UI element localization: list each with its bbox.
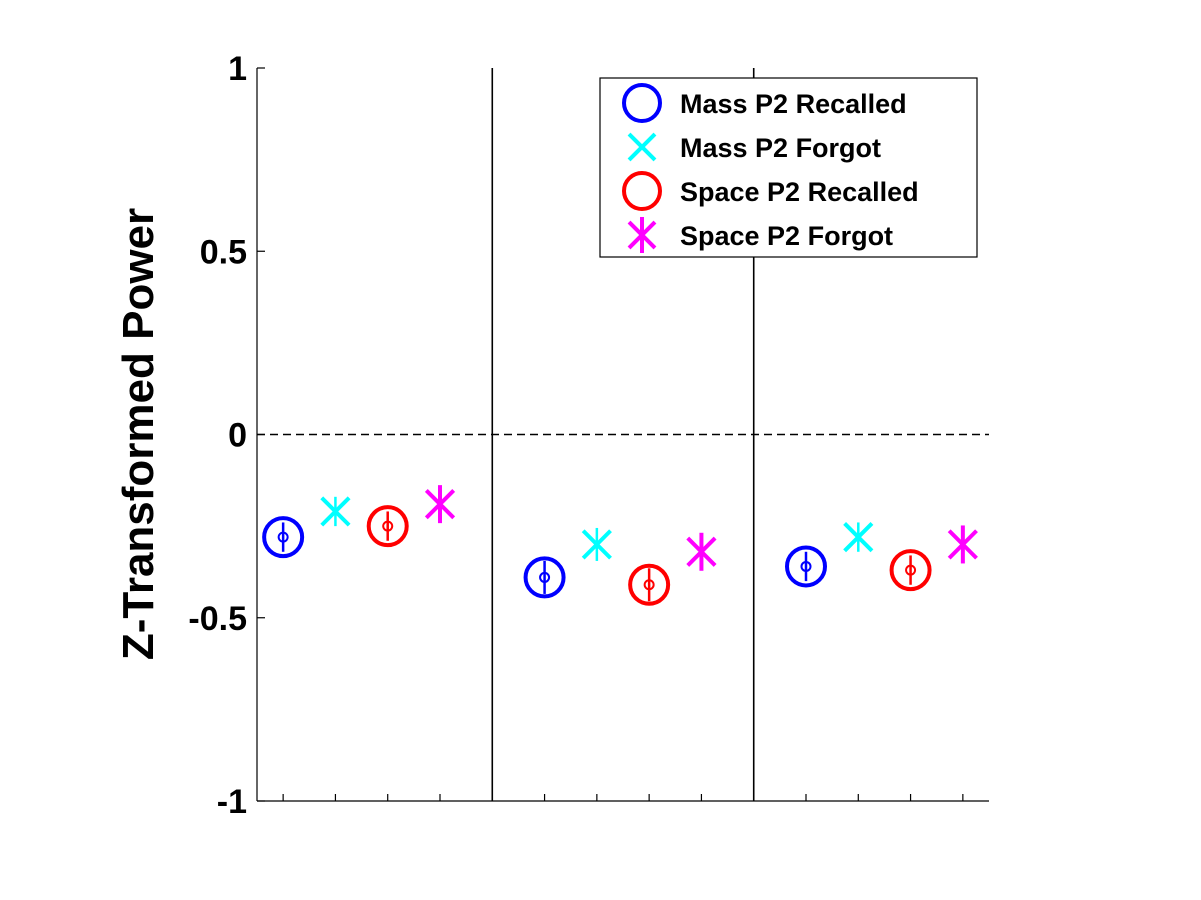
legend: Mass P2 Recalled Mass P2 Forgot Space P2 R… [599,77,978,258]
data-point [843,522,874,553]
center-dot [800,560,812,572]
data-point [686,532,717,571]
legend-label: Mass P2 Recalled [680,89,907,119]
y-tick-label: 0.5 [200,233,247,271]
data-point [628,563,671,606]
legend-marker-stroke [627,132,657,162]
data-point [785,545,827,588]
y-tick-label: -1 [217,783,247,821]
data-point [581,529,612,560]
center-dot [277,531,289,543]
y-tick-label: -0.5 [188,600,247,638]
data-point [262,516,305,559]
data-point [889,549,932,592]
y-tick-label: 1 [228,50,247,88]
data-point [320,496,351,527]
legend-box [599,77,978,258]
data-point-stroke [320,496,351,527]
center-dot [382,520,394,532]
legend-label: Space P2 Forgot [680,221,893,251]
series-mass-p2-recalled [262,516,827,599]
series-mass-p2-forgot [320,496,874,561]
y-axis-label: Z-Transformed Power [114,208,163,660]
data-point [366,505,409,548]
data-point-stroke [843,522,874,553]
center-dot [643,579,655,591]
legend-marker [627,217,657,253]
data-point [424,485,456,524]
legend-marker [627,132,657,162]
center-dot [905,564,917,576]
data-point-stroke [581,529,612,560]
series-space-p2-recalled [366,505,932,606]
legend-label: Mass P2 Forgot [680,133,881,163]
data-marks [262,485,978,606]
legend-marker [622,83,662,123]
series-space-p2-forgot [424,485,978,571]
legend-marker [622,171,662,211]
center-dot [539,571,551,583]
data-point [947,525,978,564]
legend-label: Space P2 Recalled [680,177,919,207]
data-point [523,556,566,599]
y-tick-label: 0 [228,417,247,455]
